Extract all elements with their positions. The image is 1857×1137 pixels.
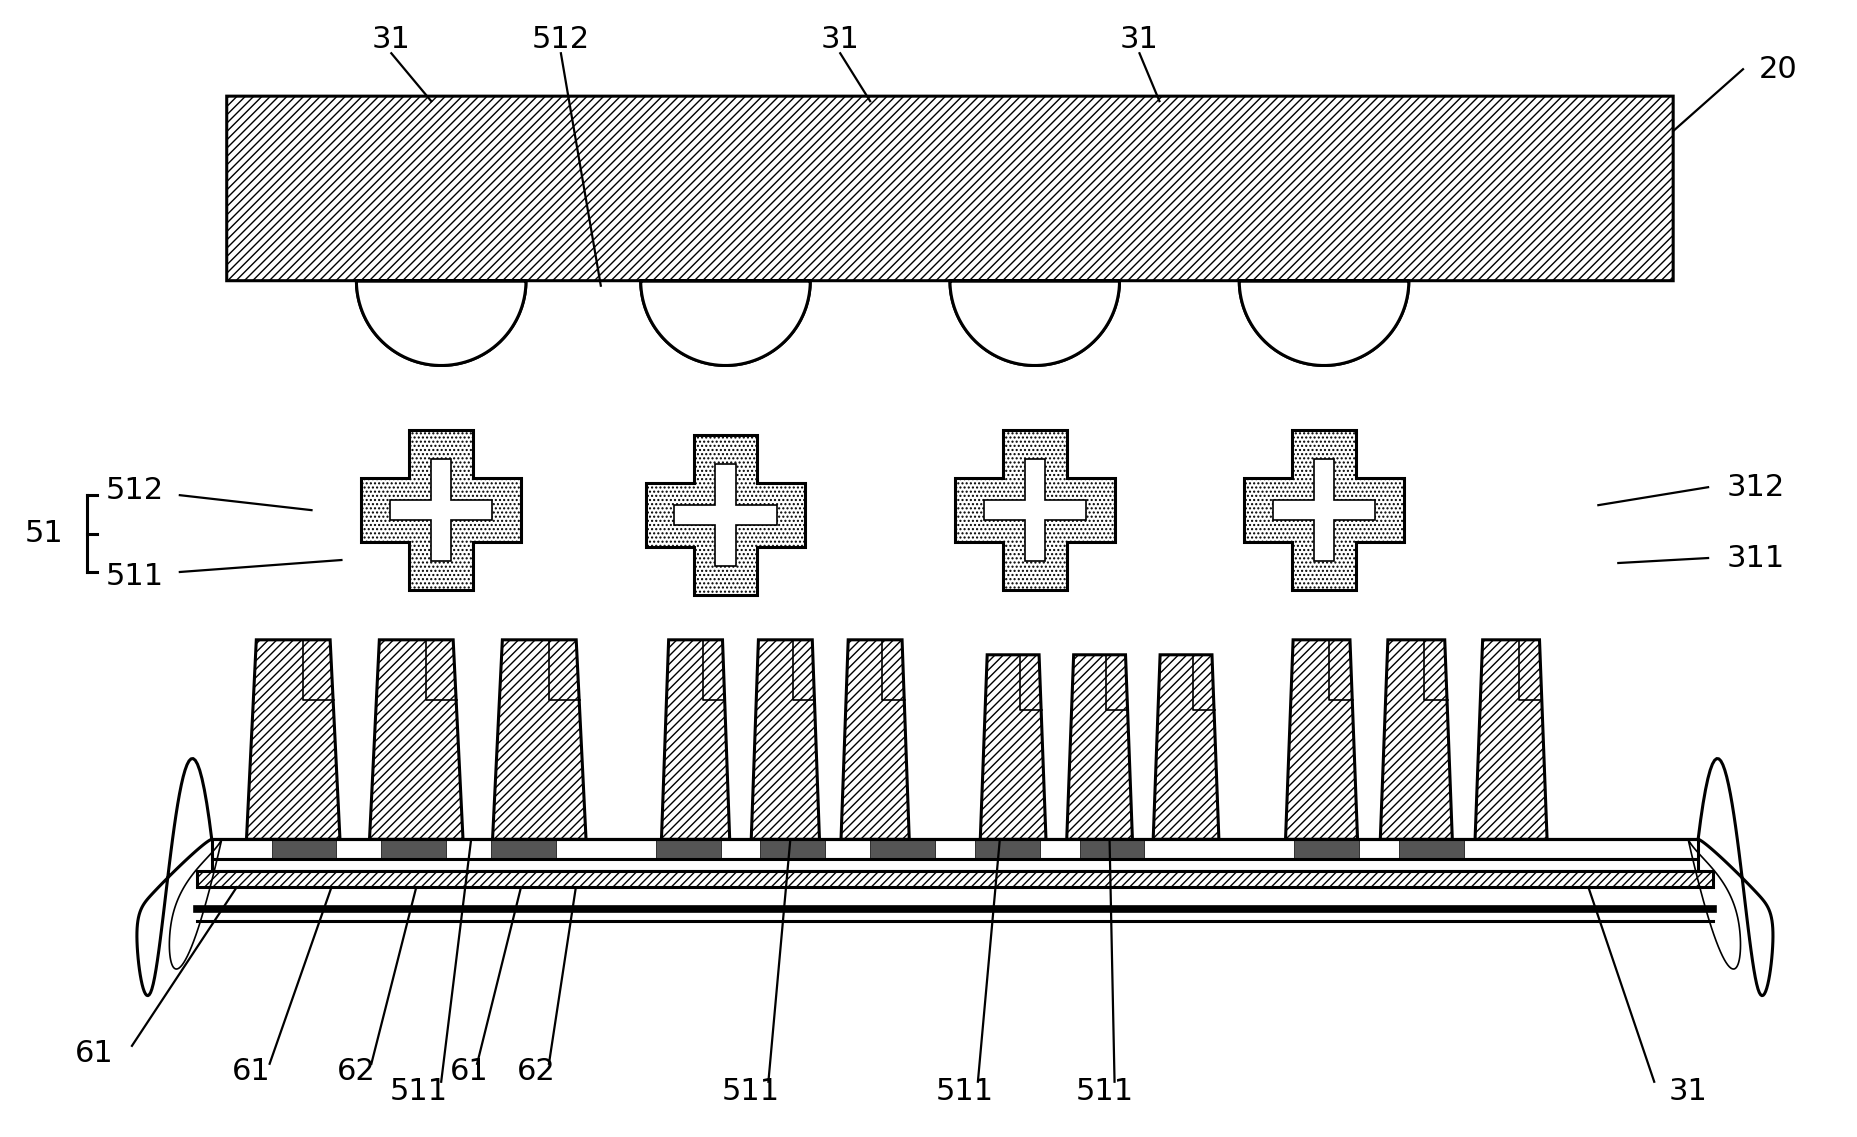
- Polygon shape: [197, 871, 1712, 887]
- Text: 31: 31: [1120, 25, 1159, 53]
- Polygon shape: [247, 640, 340, 839]
- Text: 311: 311: [1725, 543, 1785, 573]
- Text: 312: 312: [1725, 473, 1785, 501]
- Polygon shape: [212, 839, 1697, 860]
- Polygon shape: [1079, 839, 1144, 860]
- Text: 31: 31: [821, 25, 860, 53]
- Polygon shape: [1066, 655, 1131, 839]
- Polygon shape: [362, 430, 520, 590]
- Polygon shape: [1272, 459, 1374, 562]
- Text: 51: 51: [24, 520, 63, 548]
- Polygon shape: [980, 655, 1045, 839]
- Polygon shape: [227, 97, 1673, 365]
- Polygon shape: [381, 839, 446, 860]
- Text: 31: 31: [1668, 1077, 1707, 1106]
- Polygon shape: [661, 640, 730, 839]
- Text: 512: 512: [106, 475, 163, 505]
- Text: 62: 62: [336, 1057, 375, 1086]
- Polygon shape: [975, 839, 1040, 860]
- Polygon shape: [656, 839, 721, 860]
- Polygon shape: [370, 640, 462, 839]
- Text: 511: 511: [936, 1077, 993, 1106]
- Text: 31: 31: [371, 25, 410, 53]
- Polygon shape: [1244, 430, 1404, 590]
- Polygon shape: [641, 281, 810, 365]
- Polygon shape: [357, 281, 526, 365]
- Polygon shape: [750, 640, 819, 839]
- Text: 62: 62: [516, 1057, 555, 1086]
- Polygon shape: [841, 640, 908, 839]
- Text: 511: 511: [390, 1077, 448, 1106]
- Text: 20: 20: [1757, 55, 1796, 84]
- Polygon shape: [492, 640, 585, 839]
- Polygon shape: [490, 839, 555, 860]
- Text: 512: 512: [531, 25, 591, 53]
- Polygon shape: [646, 435, 804, 595]
- Polygon shape: [1398, 839, 1463, 860]
- Polygon shape: [982, 459, 1084, 562]
- Polygon shape: [212, 860, 1697, 871]
- Polygon shape: [271, 839, 336, 860]
- Polygon shape: [954, 430, 1114, 590]
- Text: 511: 511: [721, 1077, 780, 1106]
- Polygon shape: [674, 464, 776, 566]
- Text: 61: 61: [74, 1039, 113, 1069]
- Polygon shape: [390, 459, 492, 562]
- Polygon shape: [1380, 640, 1452, 839]
- Polygon shape: [1474, 640, 1547, 839]
- Text: 61: 61: [232, 1057, 271, 1086]
- Polygon shape: [1294, 839, 1357, 860]
- Text: 511: 511: [106, 563, 163, 591]
- Polygon shape: [949, 281, 1120, 365]
- Text: 511: 511: [1075, 1077, 1133, 1106]
- Polygon shape: [1153, 655, 1218, 839]
- Text: 61: 61: [449, 1057, 488, 1086]
- Polygon shape: [1285, 640, 1357, 839]
- Polygon shape: [869, 839, 934, 860]
- Polygon shape: [1239, 281, 1408, 365]
- Polygon shape: [760, 839, 825, 860]
